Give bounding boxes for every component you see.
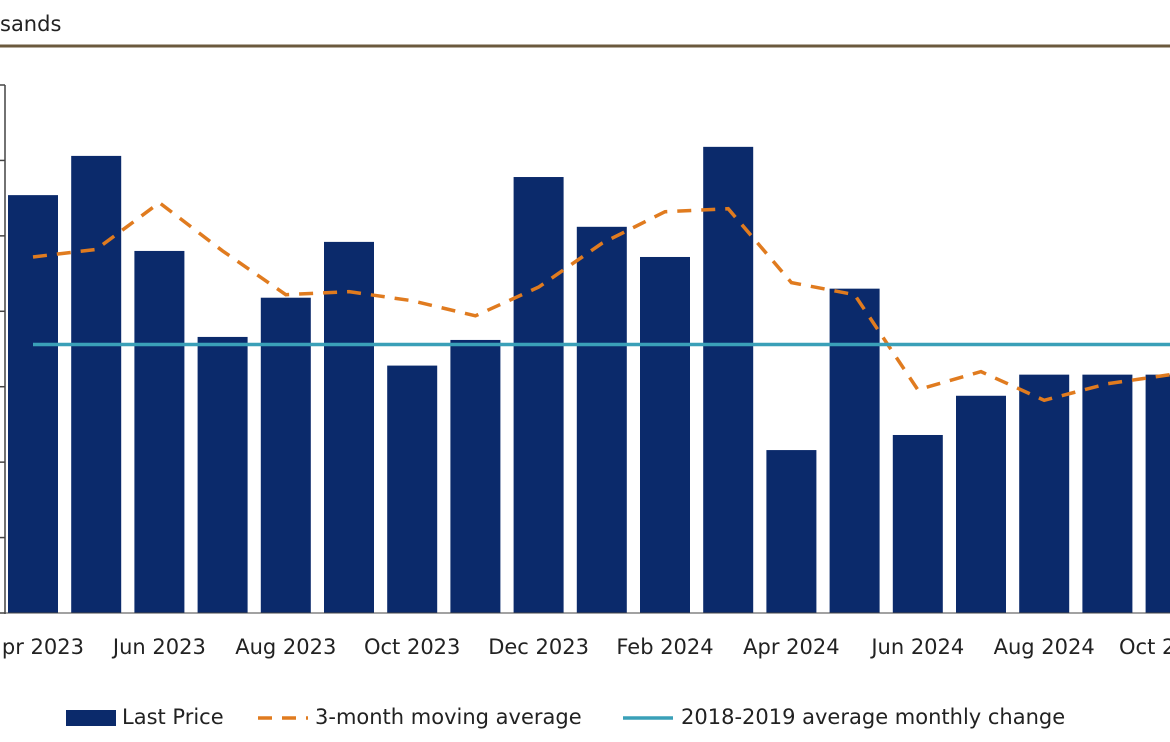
x-tick-label: Oct 2023 — [364, 635, 460, 659]
bar — [1019, 374, 1070, 613]
bar — [324, 241, 374, 614]
bar — [576, 226, 627, 613]
x-tick-label: Jun 2024 — [869, 635, 964, 659]
legend-label: 2018-2019 average monthly change — [681, 705, 1065, 729]
legend-label: 3-month moving average — [315, 705, 582, 729]
bar — [1082, 374, 1133, 613]
x-tick-label: Aug 2024 — [994, 635, 1095, 659]
x-tick-label: Oct 2 — [1119, 635, 1170, 659]
x-tick-label: Feb 2024 — [616, 635, 713, 659]
legend-label: Last Price — [122, 705, 224, 729]
bar — [513, 177, 564, 613]
bar — [197, 336, 248, 613]
bar — [260, 297, 311, 613]
legend-swatch — [66, 710, 116, 726]
chart-title: sands — [0, 12, 61, 36]
x-tick-label: pr 2023 — [2, 635, 84, 659]
x-tick-label: Apr 2024 — [743, 635, 839, 659]
bar — [829, 288, 880, 613]
bar — [766, 450, 817, 613]
bar — [1145, 374, 1170, 613]
bar — [387, 365, 438, 613]
bar — [703, 146, 754, 613]
bar — [450, 339, 501, 613]
bar — [640, 256, 690, 613]
x-tick-label: Dec 2023 — [488, 635, 589, 659]
bar — [71, 155, 122, 613]
x-tick-label: Jun 2023 — [111, 635, 206, 659]
x-tick-label: Aug 2023 — [235, 635, 336, 659]
bar — [8, 195, 58, 613]
bar — [956, 395, 1006, 613]
line-series — [32, 200, 1170, 403]
bar — [892, 434, 943, 613]
bar — [134, 250, 185, 613]
